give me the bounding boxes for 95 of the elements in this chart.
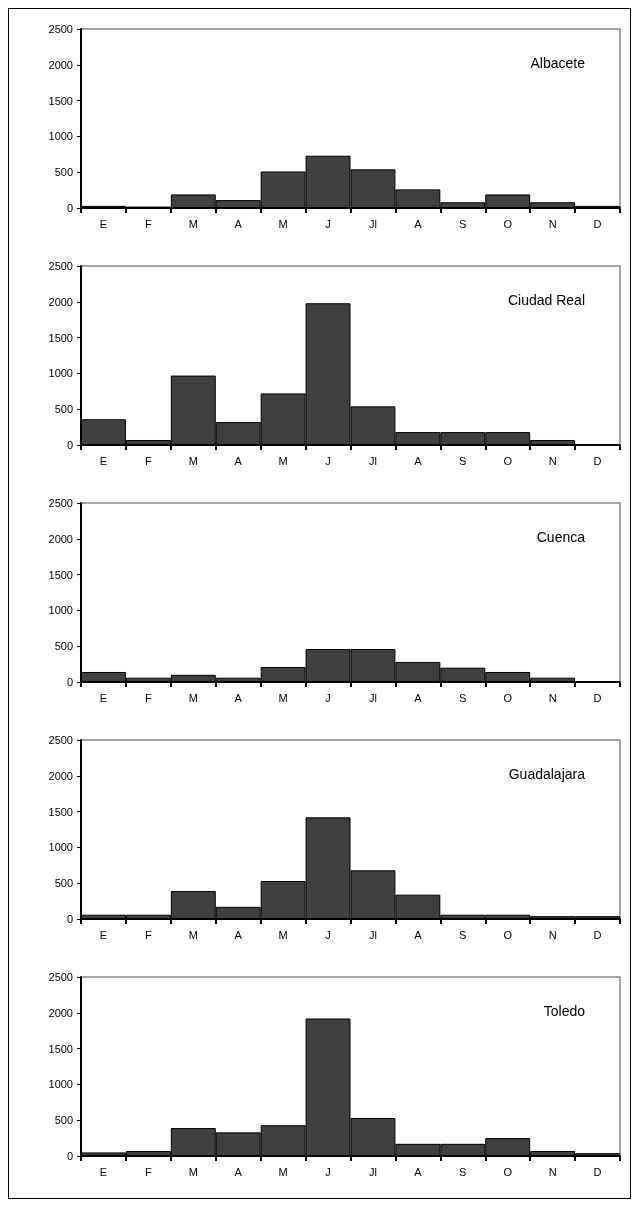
x-tick-label: M	[188, 454, 198, 467]
y-tick-label: 2000	[48, 58, 73, 71]
y-tick-label: 500	[54, 403, 73, 416]
y-tick-label: 1500	[48, 331, 73, 344]
y-tick-label: 1000	[48, 604, 73, 617]
y-tick-label: 2500	[48, 497, 73, 509]
x-tick-label: D	[593, 217, 602, 230]
y-tick-label: 500	[54, 166, 73, 179]
x-tick-label: J	[325, 1165, 331, 1178]
x-tick-label: S	[459, 928, 467, 941]
x-tick-label: M	[278, 691, 288, 704]
x-tick-label: D	[593, 1165, 602, 1178]
y-tick-label: 2500	[48, 734, 73, 746]
x-tick-label: J	[325, 217, 331, 230]
x-tick-label: F	[145, 1165, 153, 1178]
x-tick-label: S	[459, 1165, 467, 1178]
x-tick-label: J	[325, 691, 331, 704]
x-tick-label: J	[325, 928, 331, 941]
y-tick-label: 1000	[48, 841, 73, 854]
x-tick-label: A	[414, 928, 423, 941]
x-tick-label: N	[548, 691, 557, 704]
x-tick-label: O	[503, 454, 513, 467]
x-tick-label: N	[548, 217, 557, 230]
x-tick-label: F	[145, 928, 153, 941]
y-tick-label: 0	[66, 202, 73, 214]
x-tick-label: O	[503, 928, 513, 941]
y-tick-label: 1500	[48, 94, 73, 107]
x-tick-label: O	[503, 1165, 513, 1178]
x-tick-label: A	[414, 1165, 423, 1178]
text: Ciudad Real	[507, 292, 586, 308]
x-tick-label: M	[188, 928, 198, 941]
x-tick-label: A	[234, 1165, 243, 1178]
x-tick-label: E	[99, 217, 108, 230]
text: Albacete	[530, 55, 586, 71]
x-tick-label: D	[593, 691, 602, 704]
x-tick-label: D	[593, 454, 602, 467]
x-tick-label: M	[278, 928, 288, 941]
y-tick-label: 1000	[48, 130, 73, 143]
y-tick-label: 2500	[48, 971, 73, 983]
x-tick-label: M	[188, 217, 198, 230]
y-tick-label: 1000	[48, 1078, 73, 1091]
x-tick-label: N	[548, 928, 557, 941]
y-tick-label: 500	[54, 1114, 73, 1127]
x-tick-label: Jl	[368, 691, 377, 704]
x-tick-label: M	[278, 1165, 288, 1178]
x-tick-label: E	[99, 1165, 108, 1178]
x-tick-label: A	[234, 217, 243, 230]
x-tick-label: D	[593, 928, 602, 941]
y-tick-label: 0	[66, 439, 73, 451]
text: Toledo	[543, 1003, 586, 1019]
x-tick-label: Jl	[368, 928, 377, 941]
x-tick-label: Jl	[368, 217, 377, 230]
y-tick-label: 2000	[48, 532, 73, 545]
x-tick-label: A	[234, 928, 243, 941]
x-tick-label: M	[278, 217, 288, 230]
x-tick-label: F	[145, 217, 153, 230]
x-tick-label: A	[414, 454, 423, 467]
x-tick-label: A	[234, 454, 243, 467]
x-tick-label: M	[278, 454, 288, 467]
x-tick-label: S	[459, 454, 467, 467]
x-tick-label: O	[503, 691, 513, 704]
y-tick-label: 1500	[48, 568, 73, 581]
y-tick-label: 500	[54, 640, 73, 653]
y-tick-label: 1500	[48, 805, 73, 818]
x-tick-label: F	[145, 691, 153, 704]
x-tick-label: N	[548, 1165, 557, 1178]
x-tick-label: N	[548, 454, 557, 467]
y-tick-label: 2000	[48, 295, 73, 308]
x-tick-label: Jl	[368, 1165, 377, 1178]
x-tick-label: E	[99, 454, 108, 467]
y-tick-label: 2000	[48, 769, 73, 782]
x-tick-label: A	[414, 691, 423, 704]
text: Guadalajara	[508, 766, 586, 782]
y-tick-label: 0	[66, 676, 73, 688]
x-tick-label: J	[325, 454, 331, 467]
x-tick-label: A	[234, 691, 243, 704]
x-tick-label: S	[459, 691, 467, 704]
y-tick-label: 2000	[48, 1006, 73, 1019]
x-tick-label: F	[145, 454, 153, 467]
y-tick-label: 1000	[48, 367, 73, 380]
x-tick-label: M	[188, 691, 198, 704]
y-tick-label: 500	[54, 877, 73, 890]
y-tick-label: 1500	[48, 1042, 73, 1055]
x-tick-label: E	[99, 928, 108, 941]
x-tick-label: O	[503, 217, 513, 230]
x-tick-label: Jl	[368, 454, 377, 467]
y-tick-label: 0	[66, 913, 73, 925]
y-tick-label: 2500	[48, 23, 73, 35]
x-tick-label: S	[459, 217, 467, 230]
x-tick-label: A	[414, 217, 423, 230]
y-tick-label: 0	[66, 1150, 73, 1162]
text: Cuenca	[536, 529, 586, 545]
y-tick-label: 2500	[48, 260, 73, 272]
x-tick-label: M	[188, 1165, 198, 1178]
x-tick-label: E	[99, 691, 108, 704]
